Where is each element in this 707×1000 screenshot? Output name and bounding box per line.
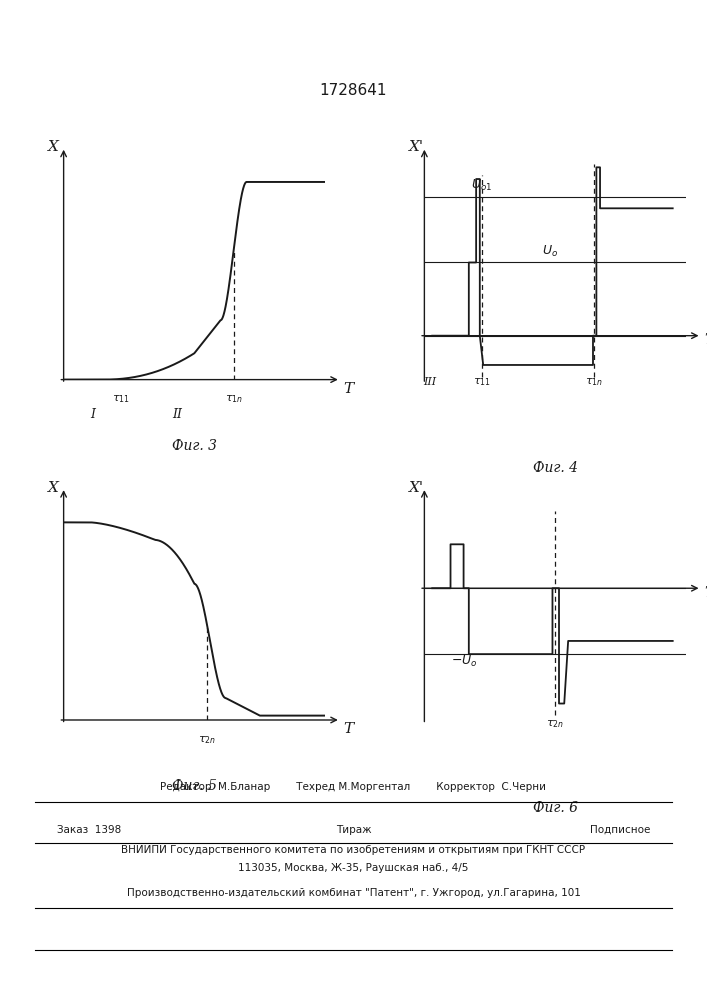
Text: Фиг. 3: Фиг. 3 — [172, 439, 217, 453]
Text: $-U_o$: $-U_o$ — [450, 654, 477, 669]
Text: 113035, Москва, Ж-35, Раушская наб., 4/5: 113035, Москва, Ж-35, Раушская наб., 4/5 — [238, 863, 469, 873]
Text: $\tau_{2n}$: $\tau_{2n}$ — [199, 734, 216, 746]
Text: I: I — [90, 408, 95, 421]
Text: 1728641: 1728641 — [320, 83, 387, 98]
Text: T: T — [704, 586, 707, 600]
Text: X: X — [48, 481, 59, 495]
Text: $\tau_{2n}$: $\tau_{2n}$ — [546, 718, 564, 730]
Text: Фиг. 4: Фиг. 4 — [532, 461, 578, 475]
Text: ВНИИПИ Государственного комитета по изобретениям и открытиям при ГКНТ СССР: ВНИИПИ Государственного комитета по изоб… — [122, 845, 585, 855]
Text: Заказ  1398: Заказ 1398 — [57, 825, 121, 835]
Text: Производственно-издательский комбинат "Патент", г. Ужгород, ул.Гагарина, 101: Производственно-издательский комбинат "П… — [127, 888, 580, 898]
Text: X': X' — [409, 140, 423, 154]
Text: T: T — [344, 722, 354, 736]
Text: Подписное: Подписное — [590, 825, 650, 835]
Text: Фиг. 5: Фиг. 5 — [172, 779, 217, 793]
Text: $\tau_{1n}$: $\tau_{1n}$ — [225, 394, 243, 405]
Text: $\tau_{11}$: $\tau_{11}$ — [473, 377, 491, 388]
Text: T: T — [344, 382, 354, 396]
Text: Тираж: Тираж — [336, 825, 371, 835]
Text: $U_o$: $U_o$ — [542, 244, 558, 259]
Text: $\tau_{1n}$: $\tau_{1n}$ — [585, 377, 603, 388]
Text: III: III — [423, 377, 436, 387]
Text: Редактор  М.Бланар        Техред М.Моргентал        Корректор  С.Черни: Редактор М.Бланар Техред М.Моргентал Кор… — [160, 782, 547, 792]
Text: $U_{o1}$: $U_{o1}$ — [472, 178, 493, 193]
Text: T: T — [704, 333, 707, 347]
Text: Фиг. 6: Фиг. 6 — [532, 801, 578, 815]
Text: II: II — [173, 408, 182, 421]
Text: X: X — [48, 140, 59, 154]
Text: X': X' — [409, 481, 423, 495]
Text: $\tau_{11}$: $\tau_{11}$ — [112, 394, 130, 405]
